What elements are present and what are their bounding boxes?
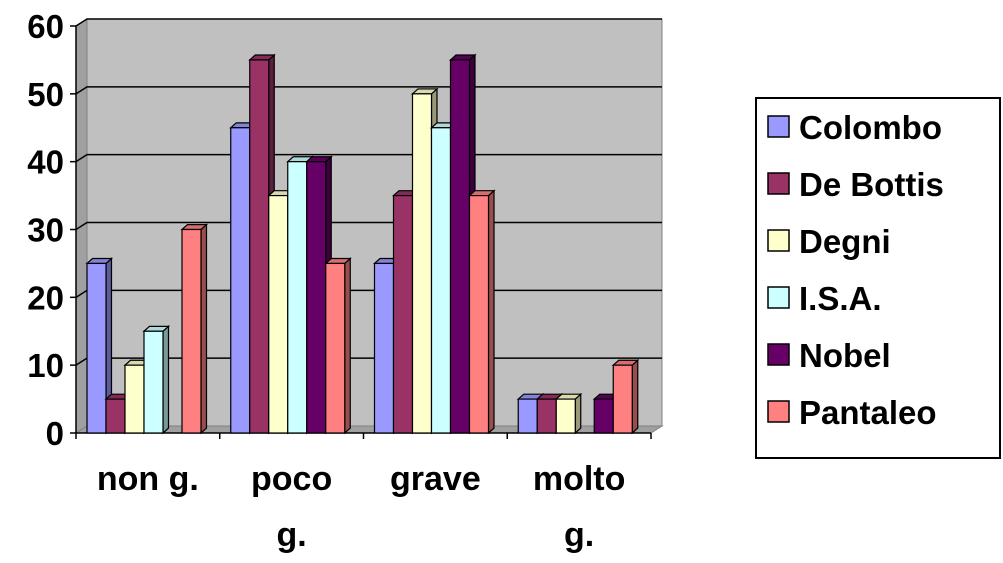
x-category-label: molto <box>533 460 626 498</box>
x-category-label: grave <box>390 460 481 498</box>
y-tick-label: 0 <box>46 415 64 452</box>
bar-front <box>181 228 202 434</box>
bar-front <box>449 59 471 434</box>
legend-swatch <box>767 172 790 195</box>
bar-front <box>306 161 327 434</box>
bar-front <box>430 127 452 434</box>
bar-front <box>536 398 557 434</box>
bar-side <box>631 358 639 435</box>
bar-front <box>143 330 164 434</box>
bar-front <box>86 262 107 434</box>
bar-front <box>230 127 251 434</box>
bar-front <box>593 398 614 434</box>
legend-box <box>755 97 1001 459</box>
y-tick-label: 10 <box>27 347 64 384</box>
gridline <box>75 18 662 27</box>
y-tick-label: 50 <box>27 76 64 113</box>
legend-label: Degni <box>799 223 891 260</box>
x-category-label: g. <box>277 516 307 554</box>
bar-pantaleo-3 <box>611 358 640 435</box>
bar-front <box>105 398 126 434</box>
bar-side <box>344 257 351 435</box>
legend-label: Colombo <box>799 109 942 146</box>
bar-front <box>249 59 270 434</box>
bar-front <box>468 194 490 434</box>
bar-front <box>373 262 395 434</box>
x-category-label: poco <box>251 460 332 498</box>
legend-swatch <box>767 400 790 423</box>
legend-swatch <box>767 115 790 138</box>
bar-front <box>392 194 414 434</box>
bar-front <box>555 398 576 434</box>
bar-front <box>124 364 145 434</box>
x-category-label: non g. <box>97 460 199 498</box>
bar-degni-3 <box>554 392 583 435</box>
bar-pantaleo-0 <box>180 223 209 435</box>
legend-swatch <box>767 286 790 309</box>
bar-front <box>325 262 346 434</box>
bar-front <box>411 93 433 434</box>
y-tick-label: 60 <box>27 8 64 45</box>
bar-side <box>162 325 170 435</box>
legend-label: De Bottis <box>799 166 944 203</box>
bar-front <box>287 161 308 434</box>
x-category-label: g. <box>564 516 594 554</box>
bar-side <box>200 223 208 435</box>
legend-swatch <box>767 343 790 366</box>
bar-side <box>487 189 495 435</box>
legend-label: Nobel <box>799 337 891 374</box>
y-tick-label: 20 <box>27 279 64 316</box>
bar-front <box>517 398 538 434</box>
bar-i-s-a--0 <box>142 325 171 435</box>
y-tick-label: 40 <box>27 144 64 181</box>
legend-swatch <box>767 229 790 252</box>
legend-label: Pantaleo <box>799 394 937 431</box>
bar-pantaleo-2 <box>467 189 496 435</box>
bar-side <box>574 392 582 435</box>
bar-pantaleo-1 <box>324 257 352 435</box>
bar-front <box>268 194 289 434</box>
legend-label: I.S.A. <box>799 280 882 317</box>
bar-front <box>612 364 633 434</box>
y-tick-label: 30 <box>27 212 64 249</box>
